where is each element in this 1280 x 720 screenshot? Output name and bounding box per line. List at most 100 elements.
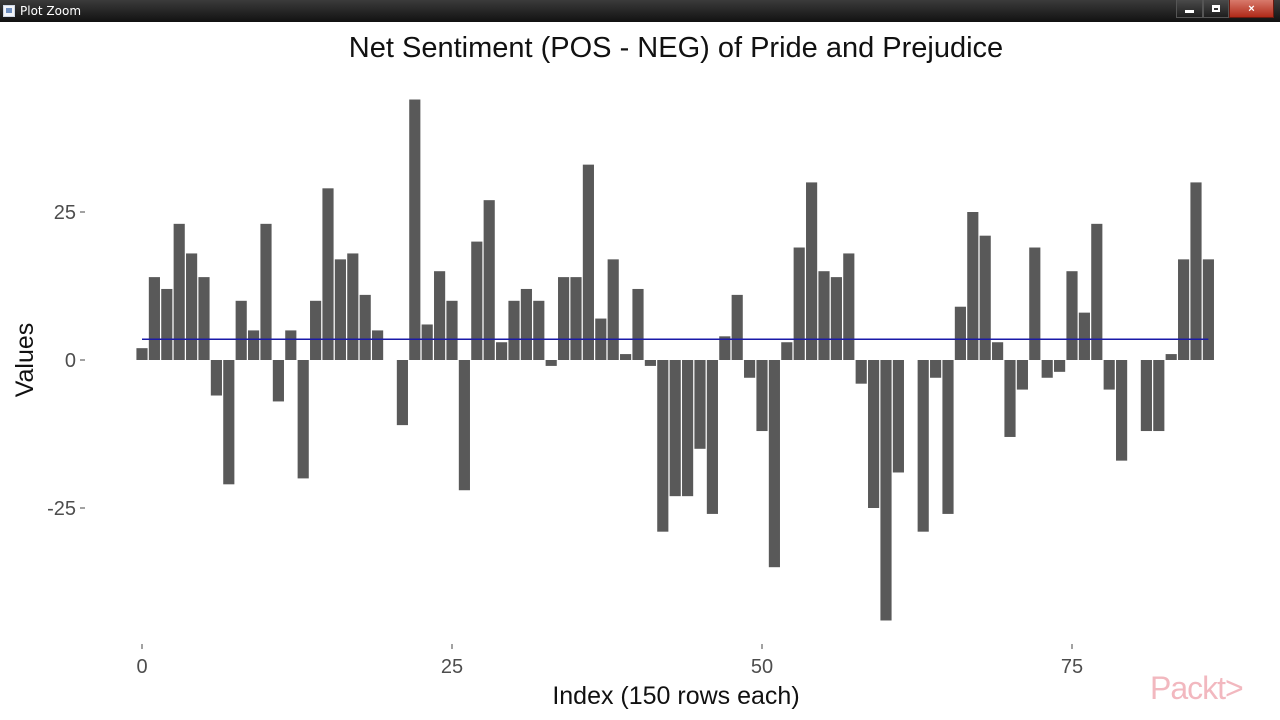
bar	[1116, 360, 1128, 461]
x-axis: 0 25 50 75	[136, 644, 1083, 678]
bar	[1165, 354, 1177, 360]
bar	[744, 360, 756, 378]
bar	[657, 360, 669, 532]
bar	[1140, 360, 1152, 432]
bar	[533, 300, 545, 360]
bar	[1202, 259, 1214, 360]
bar	[272, 360, 284, 402]
bar	[607, 259, 619, 360]
bar	[458, 360, 470, 491]
window-titlebar: Plot Zoom ×	[0, 0, 1280, 22]
window-controls: ×	[1176, 0, 1274, 20]
bar	[582, 164, 594, 360]
bar	[930, 360, 942, 378]
chart-title: Net Sentiment (POS - NEG) of Pride and P…	[349, 32, 1003, 64]
bar	[1054, 360, 1066, 372]
bar	[210, 360, 222, 396]
window-app-icon	[3, 5, 15, 17]
y-tick-label: 25	[54, 202, 76, 224]
bar	[880, 360, 892, 621]
bar	[161, 288, 173, 360]
bar	[1078, 312, 1090, 360]
bar	[260, 223, 272, 360]
bar	[136, 348, 148, 360]
sentiment-bar-chart: Net Sentiment (POS - NEG) of Pride and P…	[11, 32, 1214, 710]
bar	[669, 360, 681, 497]
bar	[223, 360, 235, 485]
x-axis-label: Index (150 rows each)	[552, 682, 799, 710]
close-icon: ×	[1248, 2, 1255, 15]
bar	[706, 360, 718, 514]
bar	[285, 330, 297, 360]
bar	[1041, 360, 1053, 378]
bar	[731, 294, 743, 360]
bar	[1029, 247, 1041, 360]
bar	[892, 360, 904, 473]
bar	[421, 324, 433, 360]
bar	[173, 223, 185, 360]
bar	[396, 360, 408, 426]
maximize-icon	[1212, 5, 1220, 12]
y-axis: 25 0 -25	[47, 202, 85, 520]
bar	[1190, 182, 1202, 360]
bar	[322, 188, 334, 360]
bar	[818, 271, 830, 360]
bar	[186, 253, 198, 360]
bars-group	[136, 99, 1214, 621]
bar	[148, 277, 160, 360]
bar	[434, 271, 446, 360]
bar	[446, 300, 458, 360]
bar	[558, 277, 570, 360]
y-tick-label: -25	[47, 498, 76, 520]
bar	[768, 360, 780, 568]
minimize-icon	[1185, 10, 1194, 13]
x-tick-label: 75	[1061, 656, 1083, 678]
bar	[235, 300, 247, 360]
bar	[570, 277, 582, 360]
bar	[1066, 271, 1078, 360]
bar	[347, 253, 359, 360]
bar	[917, 360, 929, 532]
bar	[967, 212, 979, 360]
bar	[372, 330, 384, 360]
bar	[620, 354, 632, 360]
bar	[297, 360, 309, 479]
bar	[198, 277, 210, 360]
x-tick-label: 0	[136, 656, 147, 678]
bar	[248, 330, 260, 360]
bar	[483, 200, 495, 360]
bar	[508, 300, 520, 360]
bar	[868, 360, 880, 508]
x-tick-label: 50	[751, 656, 773, 678]
bar	[719, 336, 731, 360]
x-tick-label: 25	[441, 656, 463, 678]
bar	[793, 247, 805, 360]
bar	[496, 342, 508, 360]
bar	[694, 360, 706, 449]
close-button[interactable]: ×	[1229, 0, 1274, 18]
bar	[682, 360, 694, 497]
bar	[1016, 360, 1028, 390]
bar	[359, 294, 371, 360]
bar	[310, 300, 322, 360]
bar	[1004, 360, 1016, 437]
bar	[334, 259, 346, 360]
bar	[756, 360, 768, 432]
bar	[632, 288, 644, 360]
bar	[992, 342, 1004, 360]
bar	[1153, 360, 1165, 432]
bar	[942, 360, 954, 514]
maximize-button[interactable]	[1203, 0, 1229, 18]
bar	[409, 99, 421, 361]
bar	[979, 235, 991, 360]
bar	[781, 342, 793, 360]
bar	[644, 360, 656, 366]
bar	[1178, 259, 1190, 360]
y-axis-label: Values	[11, 323, 39, 398]
y-tick-label: 0	[65, 350, 76, 372]
bar	[520, 288, 532, 360]
bar	[954, 306, 966, 360]
minimize-button[interactable]	[1176, 0, 1203, 18]
packt-logo: Packt>	[1150, 670, 1244, 706]
bar	[806, 182, 818, 360]
